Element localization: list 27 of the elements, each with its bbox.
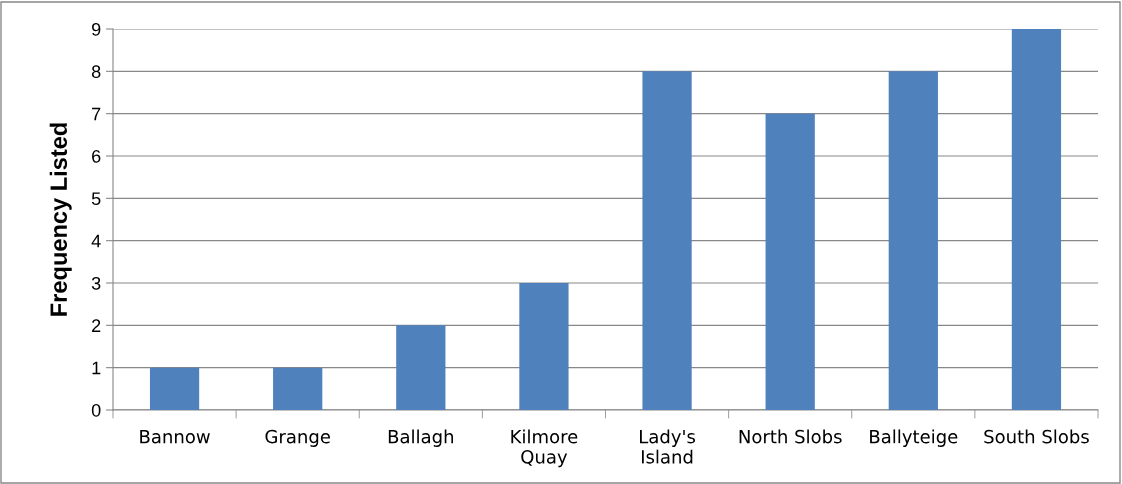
bar: [273, 367, 323, 410]
y-tick-label: 4: [91, 234, 101, 248]
bar: [149, 367, 200, 410]
y-tick-label: 2: [92, 319, 101, 332]
y-tick-label: 9: [92, 22, 101, 36]
bar: [519, 283, 569, 410]
x-tick-label: Bannow: [140, 430, 210, 444]
y-tick-label: 3: [91, 276, 101, 290]
x-tick-label: Ballyteige: [870, 429, 958, 447]
bar: [1011, 29, 1062, 410]
y-axis-title: Frequency Listed: [49, 123, 72, 316]
x-tick-label: Grange: [265, 429, 330, 447]
bar: [642, 71, 692, 410]
y-tick-label: 7: [92, 107, 101, 121]
x-tick-label: South Slobs: [984, 429, 1089, 444]
y-tick-label: 5: [91, 192, 101, 206]
bar: [888, 71, 938, 410]
x-tick-label: Lady's Island: [640, 429, 695, 464]
x-tick-label: Ballagh: [388, 429, 454, 447]
bar: [765, 113, 815, 410]
y-tick-label: 1: [92, 361, 101, 375]
y-tick-label: 6: [92, 149, 101, 163]
y-tick-label: 8: [91, 65, 101, 79]
x-tick-label: Kilmore Quay: [511, 429, 578, 468]
y-tick-label: 0: [91, 403, 101, 417]
x-tick-label: North Slobs: [739, 429, 842, 444]
bar: [396, 325, 446, 410]
